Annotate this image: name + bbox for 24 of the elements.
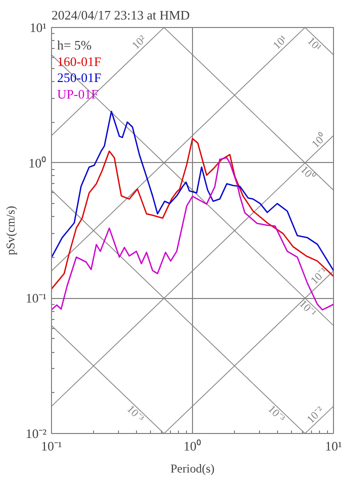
annotation: 10² — [130, 32, 150, 52]
annotation: 10⁰ — [298, 163, 318, 183]
annotation: 10⁻³ — [265, 403, 288, 426]
x-tick-label: 10⁰ — [184, 438, 202, 454]
annotation: 10¹ — [304, 35, 324, 54]
x-tick-label: 10¹ — [325, 438, 342, 454]
y-tick-label: 10⁰ — [28, 155, 46, 170]
annotation: 10⁰ — [309, 130, 329, 150]
x-axis-title: Period(s) — [170, 462, 215, 476]
annotation: 10⁻² — [304, 404, 327, 426]
y-tick-label: 10¹ — [30, 20, 47, 35]
chart-title: 2024/04/17 23:13 at HMD — [52, 8, 190, 22]
text: 160-01F — [57, 54, 102, 69]
text: UP-01F — [57, 86, 98, 102]
x-tick-label: 10⁻¹ — [41, 438, 62, 454]
annotation: 10⁻¹ — [308, 266, 330, 287]
y-axis-title: pSv(cm/s) — [4, 206, 18, 256]
annotation: 10⁻³ — [124, 403, 146, 426]
annotation: 10¹ — [271, 33, 290, 52]
text: 250-01F — [57, 70, 102, 86]
annotation: 10⁻¹ — [296, 298, 318, 320]
annotation: h= 5% — [57, 38, 92, 53]
y-tick-label: 10⁻² — [26, 426, 47, 441]
y-tick-label: 10⁻¹ — [26, 290, 47, 306]
